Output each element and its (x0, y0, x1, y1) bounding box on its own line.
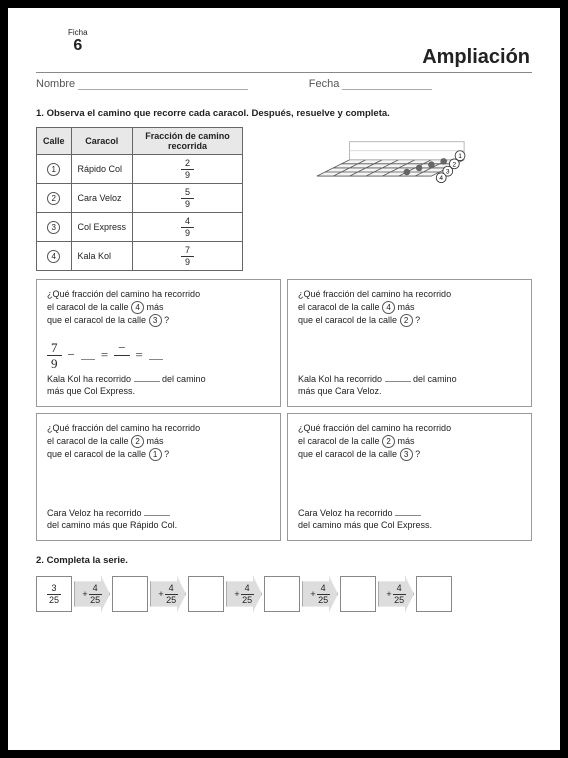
box-text: ¿Qué fracción del camino ha recorrido el… (47, 422, 270, 461)
series-row: 325+425+425+425+425+425 (36, 576, 532, 612)
answer-box[interactable]: ¿Qué fracción del camino ha recorrido el… (36, 279, 281, 407)
box-answer: Kala Kol ha recorrido del caminomás que … (298, 373, 521, 398)
calle-num: 1 (47, 163, 60, 176)
equation-line: 79 − = − = (47, 341, 270, 370)
answer-box[interactable]: ¿Qué fracción del camino ha recorrido el… (287, 279, 532, 407)
q2-text: Completa la serie. (47, 555, 128, 566)
question-2: 2. Completa la serie. (36, 555, 532, 566)
series-blank[interactable] (112, 576, 148, 612)
name-date-row: Nombre Fecha (36, 78, 532, 90)
series-arrow: +425 (150, 576, 186, 612)
q2-num: 2. (36, 555, 44, 566)
ficha-label: Ficha (68, 28, 88, 37)
table-row: 1 Rápido Col 29 (37, 155, 243, 184)
calle-num: 3 (47, 221, 60, 234)
answer-box[interactable]: ¿Qué fracción del camino ha recorrido el… (36, 413, 281, 541)
snail-name: Rápido Col (71, 155, 133, 184)
nombre-label: Nombre (36, 78, 75, 90)
svg-text:4: 4 (439, 175, 443, 182)
svg-text:2: 2 (453, 161, 457, 168)
series-arrow: +425 (74, 576, 110, 612)
th-caracol: Caracol (71, 128, 133, 155)
page-title: Ampliación (422, 46, 530, 69)
fraction: 29 (181, 159, 194, 180)
q1-row: Calle Caracol Fracción de camino recorri… (36, 127, 532, 271)
q1-num: 1. (36, 108, 44, 119)
fraction: 59 (181, 188, 194, 209)
content-area: 1. Observa el camino que recorre cada ca… (36, 108, 532, 612)
divider (36, 72, 532, 73)
calle-num: 2 (47, 192, 60, 205)
box-answer: Cara Veloz ha recorrido del camino más q… (47, 507, 270, 532)
snail-name: Kala Kol (71, 242, 133, 271)
snail-name: Col Express (71, 213, 133, 242)
calle-num: 4 (47, 250, 60, 263)
fecha-field[interactable] (342, 78, 432, 90)
snail-table: Calle Caracol Fracción de camino recorri… (36, 127, 243, 271)
series-arrow: +425 (378, 576, 414, 612)
q1-text: Observa el camino que recorre cada carac… (47, 108, 390, 119)
worksheet-page: Ficha 6 Ampliación Nombre Fecha 1. Obser… (0, 0, 568, 758)
ficha-badge: Ficha 6 (68, 28, 88, 55)
box-text: ¿Qué fracción del camino ha recorrido el… (47, 288, 270, 327)
series-blank[interactable] (340, 576, 376, 612)
fraction: 79 (181, 246, 194, 267)
series-arrow: +425 (226, 576, 262, 612)
table-row: 2 Cara Veloz 59 (37, 184, 243, 213)
ficha-number: 6 (68, 37, 88, 55)
question-boxes: ¿Qué fracción del camino ha recorrido el… (36, 279, 532, 541)
series-blank[interactable] (416, 576, 452, 612)
series-start: 325 (36, 576, 72, 612)
box-answer: Cara Veloz ha recorrido del camino más q… (298, 507, 521, 532)
fecha-label: Fecha (309, 78, 340, 90)
fraction: 49 (181, 217, 194, 238)
svg-text:1: 1 (458, 153, 462, 160)
box-text: ¿Qué fracción del camino ha recorrido el… (298, 422, 521, 461)
th-calle: Calle (37, 128, 72, 155)
box-answer: Kala Kol ha recorrido del caminomás que … (47, 373, 270, 398)
box-text: ¿Qué fracción del camino ha recorrido el… (298, 288, 521, 327)
th-fraccion: Fracción de camino recorrida (133, 128, 243, 155)
svg-text:3: 3 (446, 169, 450, 176)
table-row: 3 Col Express 49 (37, 213, 243, 242)
series-arrow: +425 (302, 576, 338, 612)
table-row: 4 Kala Kol 79 (37, 242, 243, 271)
question-1: 1. Observa el camino que recorre cada ca… (36, 108, 532, 119)
series-blank[interactable] (188, 576, 224, 612)
answer-box[interactable]: ¿Qué fracción del camino ha recorrido el… (287, 413, 532, 541)
nombre-field[interactable] (78, 78, 248, 90)
snail-illustration: 1234 (249, 127, 532, 217)
snail-name: Cara Veloz (71, 184, 133, 213)
series-blank[interactable] (264, 576, 300, 612)
